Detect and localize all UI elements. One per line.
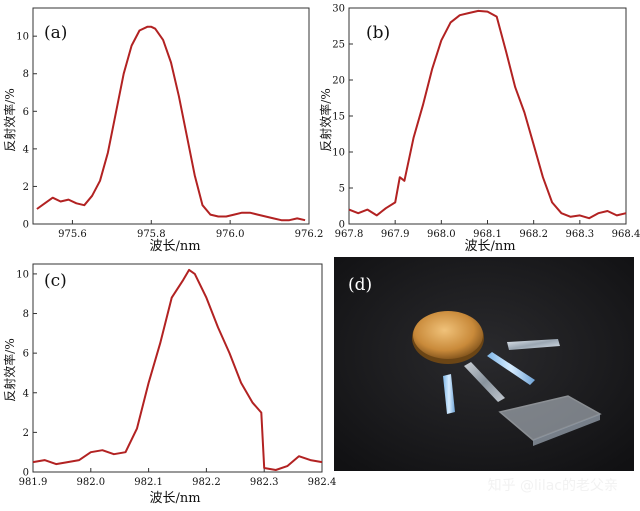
y-tick-label-a: 8	[23, 69, 29, 80]
y-axis-label-c: 反射效率/%	[2, 338, 17, 401]
crystal-bar-left-icon	[443, 374, 455, 414]
x-tick-label-c: 982.3	[250, 477, 279, 488]
x-tick-label-a: 976.2	[295, 229, 324, 240]
y-tick-label-a: 10	[16, 32, 29, 43]
crystal-bar-blue-icon	[487, 352, 535, 385]
y-tick-label-b: 10	[332, 148, 345, 159]
photo-panel-d: (d) 知乎 @lilac的老父亲	[334, 257, 634, 494]
y-tick-label-b: 15	[332, 112, 345, 123]
glass-plate-edge	[533, 414, 600, 446]
plot-frame-c	[32, 263, 323, 473]
panel-label-d: (d)	[348, 275, 372, 295]
panel-label-a: (a)	[44, 23, 67, 43]
watermark: 知乎 @lilac的老父亲	[488, 477, 618, 494]
y-axis-label-b: 反射效率/%	[318, 88, 333, 151]
x-tick-label-c: 982.2	[192, 477, 221, 488]
plot-frame-a	[32, 7, 310, 225]
photo-background	[334, 257, 634, 471]
x-tick-label-b: 968.2	[519, 229, 548, 240]
y-tick-label-b: 30	[332, 4, 345, 15]
y-tick-label-a: 4	[23, 144, 29, 155]
y-tick-label-a: 2	[23, 182, 29, 193]
crystal-bar-top-icon	[507, 339, 560, 350]
chart-panel-a: (a) 反射效率/% 波长/nm 975.6 975.8 976.0 976.2 0 2 4…	[2, 7, 324, 254]
y-tick-label-b: 0	[339, 220, 345, 231]
reflectance-curve-c	[32, 268, 323, 471]
x-axis-label-c: 波长/nm	[149, 491, 200, 506]
y-tick-label-c: 8	[23, 309, 29, 320]
coin-icon	[413, 311, 483, 359]
x-tick-label-c: 982.4	[308, 477, 337, 488]
panel-label-b: (b)	[366, 23, 390, 43]
x-tick-label-c: 982.0	[76, 477, 105, 488]
y-tick-label-b: 25	[332, 40, 345, 51]
y-axis-label-a: 反射效率/%	[2, 88, 17, 151]
reflectance-curve-b	[348, 9, 627, 220]
reflectance-curve-a	[36, 25, 306, 222]
x-tick-label-b: 967.8	[335, 229, 364, 240]
chart-panel-b: (b) 反射效率/% 波长/nm 967.8 967.9 968.0 968.1 968…	[318, 4, 640, 255]
y-tick-label-c: 0	[23, 468, 29, 479]
x-tick-label-b: 968.0	[427, 229, 456, 240]
y-tick-label-a: 6	[23, 107, 29, 118]
crystal-bar-clear-icon	[464, 362, 505, 402]
x-tick-label-b: 967.9	[381, 229, 410, 240]
x-axis-label-b: 波长/nm	[464, 239, 515, 254]
y-tick-label-c: 6	[23, 349, 29, 360]
x-tick-label-a: 975.8	[137, 229, 166, 240]
x-tick-label-c: 981.9	[19, 477, 48, 488]
y-tick-label-c: 10	[16, 269, 29, 280]
y-tick-label-c: 2	[23, 428, 29, 439]
y-tick-label-b: 20	[332, 76, 345, 87]
x-tick-label-b: 968.4	[612, 229, 640, 240]
y-tick-label-c: 4	[23, 388, 29, 399]
panel-label-c: (c)	[44, 271, 67, 291]
x-tick-label-a: 976.0	[216, 229, 245, 240]
chart-panel-c: (c) 反射效率/% 波长/nm 981.9 982.0 982.1 982.2 982…	[2, 263, 337, 506]
plot-frame-b	[348, 7, 627, 225]
y-tick-label-a: 0	[23, 220, 29, 231]
x-tick-label-b: 968.1	[473, 229, 502, 240]
y-tick-label-b: 5	[339, 184, 345, 195]
x-axis-label-a: 波长/nm	[149, 239, 200, 254]
x-tick-label-a: 975.6	[58, 229, 87, 240]
x-tick-label-c: 982.1	[134, 477, 163, 488]
x-tick-label-b: 968.3	[566, 229, 595, 240]
